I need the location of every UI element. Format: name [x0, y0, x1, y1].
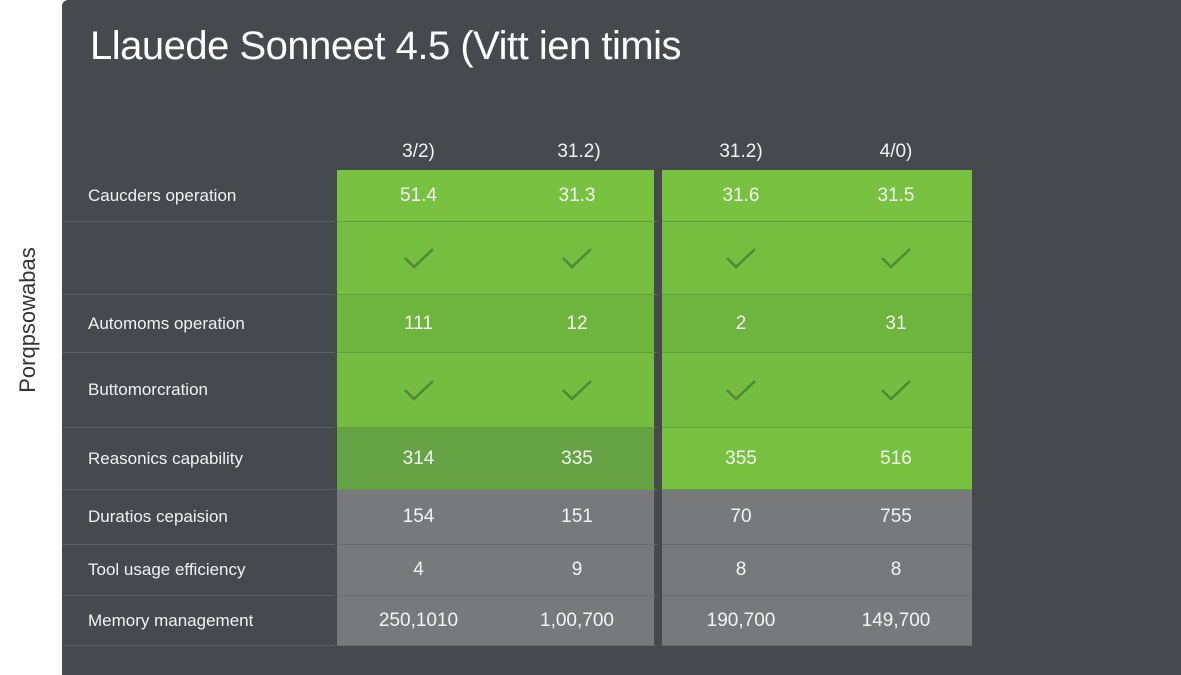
- table-cell: [500, 353, 658, 428]
- table-cell: 31: [820, 295, 972, 353]
- table-cell: 190,700: [662, 596, 820, 646]
- column-header: 4/0): [879, 141, 913, 162]
- row-label: [62, 222, 335, 295]
- column-header: 31.2): [557, 141, 601, 162]
- table-cell: [500, 222, 658, 295]
- table-cell: 31.5: [820, 170, 972, 222]
- row-label: Reasonics capability: [62, 428, 335, 490]
- side-label: Porqpsowabas: [15, 247, 40, 393]
- table-cell: 1,00,700: [500, 596, 658, 646]
- table-cell: 12: [500, 295, 658, 353]
- row-label: Caucders operation: [62, 170, 335, 222]
- table-cell: [337, 222, 500, 295]
- check-icon: [726, 380, 756, 401]
- table-cell: 31.6: [662, 170, 820, 222]
- table-cell: 8: [662, 545, 820, 596]
- table-cell: 4: [337, 545, 500, 596]
- table-cell: 70: [662, 490, 820, 545]
- table-cell: 154: [337, 490, 500, 545]
- check-icon: [881, 380, 911, 401]
- table-cell: 9: [500, 545, 658, 596]
- table-cell: 51.4: [337, 170, 500, 222]
- table-cell: [662, 222, 820, 295]
- table-cell: 355: [662, 428, 820, 490]
- check-icon: [562, 248, 592, 269]
- table-cell: [662, 353, 820, 428]
- title: Llauede Sonneet 4.5 (Vitt ien timis: [90, 24, 682, 68]
- table-cell: [337, 353, 500, 428]
- row-label: Buttomorcration: [62, 353, 335, 428]
- table-cell: 151: [500, 490, 658, 545]
- column-header: 3/2): [402, 141, 435, 162]
- table-cell: 8: [820, 545, 972, 596]
- check-icon: [562, 380, 592, 401]
- table-cell: 31.3: [500, 170, 658, 222]
- check-icon: [403, 380, 434, 401]
- check-icon: [881, 248, 911, 269]
- table-cell: 2: [662, 295, 820, 353]
- table-cell: 335: [500, 428, 658, 490]
- column-header: 31.2): [719, 141, 763, 162]
- row-label: Tool usage efficiency: [62, 545, 335, 596]
- table-cell: [820, 222, 972, 295]
- table-cell: 314: [337, 428, 500, 490]
- row-label: Memory management: [62, 596, 335, 646]
- check-icon: [403, 248, 434, 269]
- row-label: Duratios cepaision: [62, 490, 335, 545]
- table-cell: 111: [337, 295, 500, 353]
- check-icon: [726, 248, 756, 269]
- table-cell: [820, 353, 972, 428]
- table-cell: 516: [820, 428, 972, 490]
- table-cell: 250,1010: [337, 596, 500, 646]
- table-cell: 149,700: [820, 596, 972, 646]
- table-cell: 755: [820, 490, 972, 545]
- row-label: Automoms operation: [62, 295, 335, 353]
